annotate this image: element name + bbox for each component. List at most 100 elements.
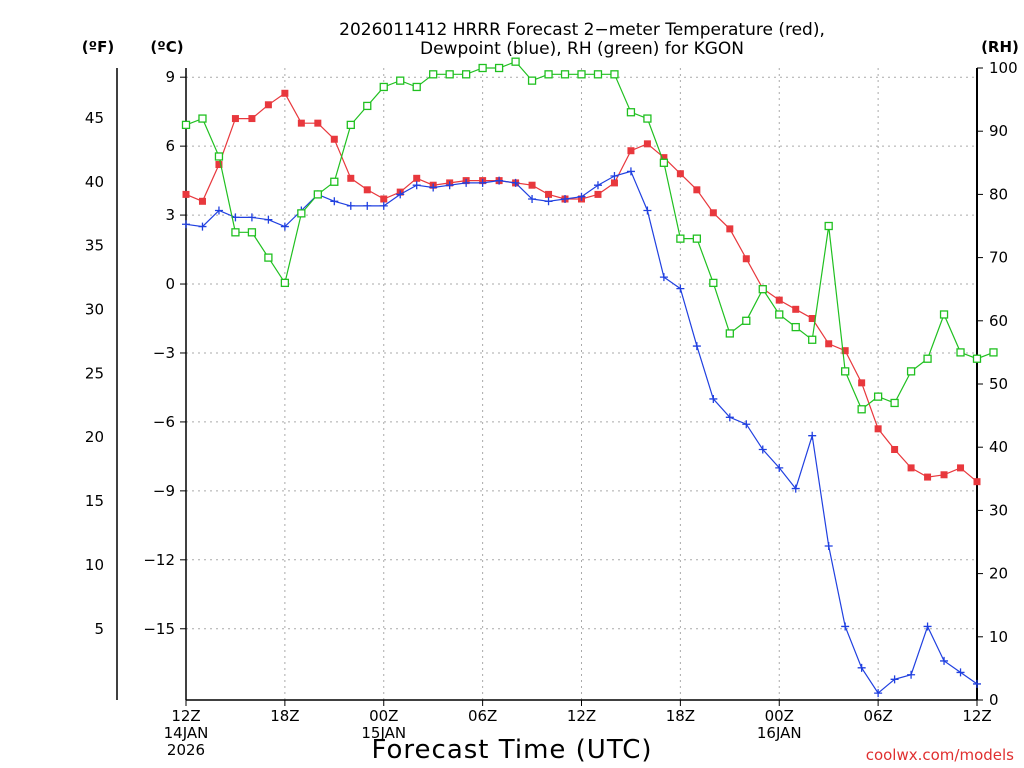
dewpoint-point [923,622,932,631]
rh-point [873,392,883,401]
temperature-point [825,340,833,348]
dewpoint-point [346,201,355,210]
labels: 2026011412 HRRR Forecast 2−meter Tempera… [82,20,1019,765]
rh-point [429,70,438,79]
rh-point [824,221,833,231]
dewpoint-point [247,213,256,222]
dewpoint-point [725,413,734,422]
x-tick-label: 12Z [962,707,991,725]
temperature-point [907,464,915,472]
temperature-point [660,154,668,162]
x-tick-label: 14JAN [164,724,209,742]
dewpoint-series [182,167,981,698]
rh-point [280,278,290,288]
fahrenheit-tick-label: 20 [85,428,104,446]
dewpoint-point [593,181,602,190]
rh-point [577,70,586,79]
rh-point [939,310,949,319]
rh-point [890,398,899,408]
rh-point [610,70,619,79]
dewpoint-point [363,201,372,210]
temperature-point [874,425,882,433]
temperature-point [808,315,816,323]
temperature-point [264,101,272,109]
temperature-point [610,179,618,187]
series-layer [181,57,998,698]
dewpoint-point [709,394,718,403]
dewpoint-point [264,215,273,224]
rh-point [841,367,850,376]
dewpoint-point [659,273,668,282]
dewpoint-point [857,663,866,672]
rh-point [659,158,669,167]
rh-point [775,310,784,319]
rh-point [692,234,702,243]
dewpoint-point [791,484,800,493]
rh-point [857,405,866,414]
rh-point [725,329,734,338]
x-tick-label: 06Z [468,707,497,725]
x-axis-label: Forecast Time (UTC) [371,735,652,765]
celsius-unit-label: (ºC) [150,38,183,56]
rh-point [346,120,355,130]
rh-point [494,63,504,73]
fahrenheit-tick-label: 10 [85,556,104,574]
dewpoint-point [429,183,438,192]
rh-point [808,335,817,344]
temperature-point [528,181,536,189]
x-tick-label: 00Z [765,707,794,725]
dewpoint-point [511,178,520,187]
dewpoint-point [808,431,817,440]
rh-point [742,316,751,325]
rh-point [445,70,454,79]
temperature-point [891,445,899,453]
dewpoint-point [742,420,751,429]
celsius-tick-label: −9 [153,482,175,500]
rh-point [956,348,965,357]
fahrenheit-tick-label: 40 [85,173,104,191]
temperature-point [347,174,355,182]
rh-point [544,70,553,79]
rh-point [923,354,932,363]
temperature-point [380,195,388,203]
rh-point [214,152,224,161]
temperature-point [281,89,289,97]
temperature-point [726,225,734,233]
dewpoint-point [610,172,619,181]
axes [116,67,983,706]
temperature-point [248,115,256,123]
temperature-point [330,135,338,143]
temperature-series [182,89,981,486]
rh-tick-label: 80 [989,185,1008,203]
dewpoint-point [626,167,635,176]
dewpoint-point [676,284,685,293]
celsius-tick-label: 6 [165,137,175,155]
temperature-point [676,170,684,178]
dewpoint-point [379,201,388,210]
dewpoint-point [544,197,553,206]
rh-point [461,70,471,79]
temperature-point [775,296,783,304]
rh-point [379,82,388,92]
temperature-point [957,464,965,472]
x-tick-label: 15JAN [361,724,406,742]
fahrenheit-tick-label: 30 [85,301,104,319]
fahrenheit-tick-label: 15 [85,492,104,510]
dewpoint-point [561,194,570,203]
rh-point [330,177,339,186]
rh-point [709,278,718,288]
rh-tick-label: 100 [989,59,1018,77]
chart-title-line-2: Dewpoint (blue), RH (green) for KGON [420,39,744,59]
rh-tick-label: 20 [989,565,1008,583]
x-tick-label: 12Z [171,707,200,725]
temperature-point [643,140,651,148]
rh-point [396,76,405,85]
temperature-point [413,174,421,182]
rh-point [198,114,207,123]
dewpoint-point [495,176,504,185]
rh-point [478,63,487,73]
rh-point [527,76,537,85]
celsius-tick-label: 9 [165,68,175,86]
x-tick-label: 06Z [863,707,892,725]
chart-title-line-1: 2026011412 HRRR Forecast 2−meter Tempera… [339,20,825,40]
